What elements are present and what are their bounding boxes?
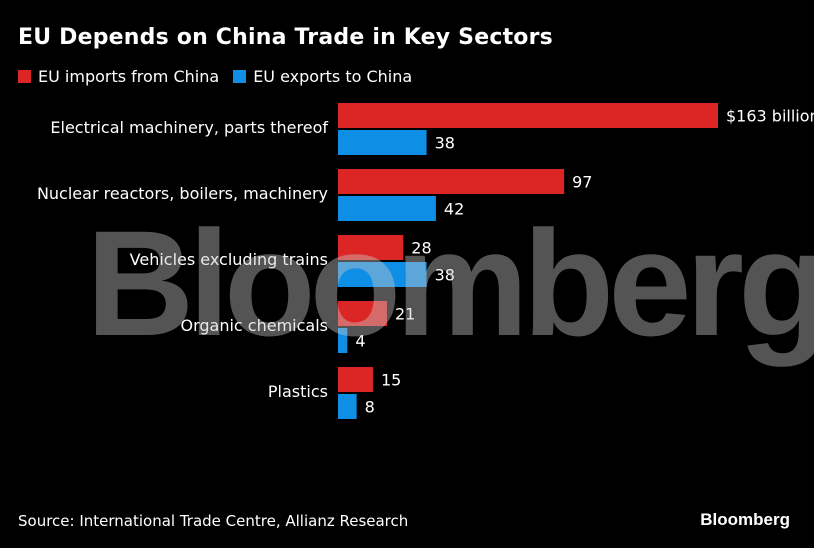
export-bar <box>338 328 348 353</box>
category-label: Nuclear reactors, boilers, machinery <box>37 184 328 203</box>
export-bar <box>338 196 436 221</box>
export-value-label: 8 <box>365 398 375 417</box>
legend: EU imports from China EU exports to Chin… <box>18 67 426 86</box>
import-bar <box>338 367 373 392</box>
import-bar <box>338 103 718 128</box>
category-label: Vehicles excluding trains <box>130 250 328 269</box>
import-value-label: 97 <box>572 173 592 192</box>
export-bar <box>338 130 427 155</box>
chart-title: EU Depends on China Trade in Key Sectors <box>18 25 553 50</box>
import-value-label: 21 <box>395 305 415 324</box>
export-value-label: 38 <box>435 266 455 285</box>
legend-label-imports: EU imports from China <box>38 67 220 86</box>
source-note: Source: International Trade Centre, Alli… <box>18 512 409 530</box>
import-value-label: $163 billion <box>726 107 814 126</box>
export-bar <box>338 394 357 419</box>
import-bar <box>338 169 565 194</box>
import-bar <box>338 301 387 326</box>
import-bar <box>338 235 404 260</box>
category-label: Organic chemicals <box>180 316 328 335</box>
import-value-label: 28 <box>411 239 431 258</box>
category-label: Plastics <box>268 382 328 401</box>
category-label: Electrical machinery, parts thereof <box>50 118 328 137</box>
export-value-label: 4 <box>355 332 365 351</box>
export-value-label: 38 <box>435 134 455 153</box>
legend-swatch-exports <box>233 70 247 83</box>
export-bar <box>338 262 427 287</box>
export-value-label: 42 <box>444 200 464 219</box>
legend-swatch-imports <box>18 70 31 83</box>
legend-label-exports: EU exports to China <box>253 67 413 86</box>
import-value-label: 15 <box>381 371 401 390</box>
bloomberg-logo: Bloomberg <box>700 510 790 529</box>
legend-item-imports: EU imports from China <box>18 67 219 86</box>
legend-item-exports: EU exports to China <box>233 67 412 86</box>
